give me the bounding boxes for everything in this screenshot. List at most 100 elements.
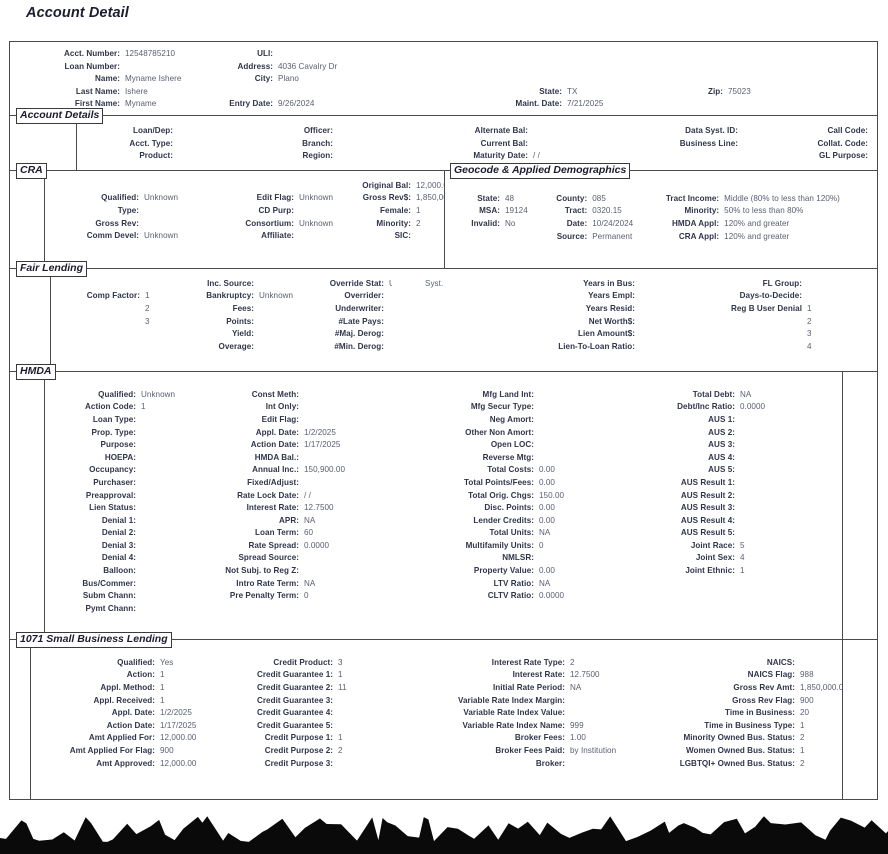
section-account-header: Acct. Number: 12548785210 Loan Number: Name… bbox=[10, 42, 877, 115]
field-row: Denial 1: bbox=[44, 515, 194, 528]
field-label: Joint Sex: bbox=[695, 553, 735, 563]
field-label bbox=[392, 316, 420, 329]
field-row: Maturity Date: / / bbox=[413, 150, 598, 163]
field-row: Comm Devel: Unknown bbox=[44, 230, 204, 243]
field-value bbox=[735, 439, 792, 452]
field-row: Last Name: Ishere bbox=[10, 86, 225, 99]
field-value bbox=[534, 452, 617, 465]
field-label: Denial 3: bbox=[101, 540, 136, 550]
field-row: Address: 4036 Cavalry Dr bbox=[225, 61, 440, 74]
field-value bbox=[333, 707, 415, 720]
field-row: HMDA Appl: 120% and greater bbox=[649, 218, 877, 231]
field-label bbox=[665, 61, 723, 74]
field-label: Total Points/Fees: bbox=[463, 477, 534, 487]
field-value: 1/17/2025 bbox=[160, 720, 197, 730]
field-row: Women Owned Bus. Status: 1 bbox=[645, 745, 842, 758]
field-value: NA bbox=[570, 682, 582, 692]
field-label: #Maj. Derog: bbox=[334, 329, 384, 339]
field-row: Tract: 0320.15 bbox=[535, 205, 649, 218]
field-label: Total Costs: bbox=[487, 465, 534, 475]
field-row bbox=[665, 73, 877, 86]
field-label: Credit Guarantee 1: bbox=[256, 670, 333, 680]
field-label: AUS 5: bbox=[708, 465, 735, 475]
field-row: AUS 5: bbox=[617, 464, 792, 477]
hmda-column-3: Mfg Land Int: Mfg Secur Type: Neg Amort: Ot… bbox=[422, 389, 617, 616]
field-row: GL Purpose: bbox=[768, 150, 877, 163]
field-value: 12.7500 bbox=[570, 670, 600, 680]
field-value bbox=[136, 578, 194, 591]
legend-account-details: Account Details bbox=[16, 108, 104, 125]
field-value: No bbox=[505, 218, 516, 228]
field-label: Edit Flag: bbox=[256, 193, 294, 203]
field-label: Action Date: bbox=[250, 440, 299, 450]
section-account-details: Account Details Loan/Dep: Acct. Type: Prod… bbox=[10, 108, 877, 170]
field-row bbox=[598, 150, 768, 163]
field-row bbox=[204, 180, 339, 193]
field-row: Collat. Code: bbox=[768, 138, 877, 151]
field-row: Inc. Source: bbox=[180, 278, 302, 291]
field-row: Amt Applied For Flag: 900 bbox=[30, 745, 215, 758]
field-row: Qualified: Unknown bbox=[44, 389, 194, 402]
field-value: Unknown bbox=[259, 291, 294, 301]
field-row: Reverse Mtg: bbox=[422, 452, 617, 465]
field-row: Amt Applied For: 12,000.00 bbox=[30, 732, 215, 745]
field-label: Current Bal: bbox=[480, 138, 528, 148]
field-label: State: bbox=[539, 86, 562, 96]
field-value: 19124 bbox=[505, 206, 528, 216]
field-value bbox=[173, 150, 243, 163]
field-row: Occupancy: bbox=[44, 464, 194, 477]
field-row: Joint Ethnic: 1 bbox=[617, 565, 792, 578]
field-label: Tract: bbox=[564, 206, 588, 216]
field-label bbox=[50, 278, 140, 291]
fair-lending-column-1: Comp Factor: 1 2 3 bbox=[50, 278, 180, 354]
field-label: AUS Result 1: bbox=[680, 477, 735, 487]
field-row: Invalid: No bbox=[452, 218, 535, 231]
field-value bbox=[136, 477, 194, 490]
sbl-column-2: Credit Product: 3 Credit Guarantee 1: 1 Cred… bbox=[215, 657, 415, 770]
field-value bbox=[735, 414, 792, 427]
account-details-column-1: Loan/Dep: Acct. Type: Product: bbox=[76, 125, 243, 163]
field-row: NMLSR: bbox=[422, 552, 617, 565]
field-value: 2 bbox=[800, 733, 805, 743]
field-value: Unknown bbox=[144, 231, 179, 241]
field-label: Comp Factor: bbox=[86, 291, 140, 301]
field-label: SIC: bbox=[394, 231, 411, 241]
field-value: 75023 bbox=[728, 86, 751, 96]
field-row: Years Empl: bbox=[527, 290, 687, 303]
field-row: Female: 1 bbox=[339, 205, 444, 218]
header-column-4: Zip: 75023 bbox=[665, 48, 877, 111]
field-row: Call Code: bbox=[768, 125, 877, 138]
field-row: Not Subj. to Reg Z: bbox=[194, 565, 422, 578]
field-row: Original Bal: 12,000.00 bbox=[339, 180, 444, 193]
field-label: Qualified: bbox=[101, 193, 139, 203]
field-label: Qualified: bbox=[98, 389, 136, 399]
field-value: 7/21/2025 bbox=[567, 99, 604, 109]
field-row: Override Stat: User bbox=[302, 278, 392, 291]
field-label: Consortium: bbox=[245, 218, 294, 228]
field-label: Reg B User Denial bbox=[730, 303, 802, 313]
field-label: #Late Pays: bbox=[338, 316, 384, 326]
field-label: HMDA Bal.: bbox=[254, 452, 299, 462]
field-label: Call Code: bbox=[827, 125, 868, 135]
field-label bbox=[440, 73, 562, 86]
field-row bbox=[44, 180, 204, 193]
field-label: Lender Credits: bbox=[473, 515, 534, 525]
field-row: AUS 1: bbox=[617, 414, 792, 427]
field-row: Disc. Points: 0.00 bbox=[422, 502, 617, 515]
field-value bbox=[140, 341, 180, 354]
field-value bbox=[299, 401, 422, 414]
field-label: Credit Product: bbox=[273, 657, 333, 667]
field-label bbox=[50, 303, 140, 316]
field-label: Appl. Method: bbox=[100, 682, 155, 692]
field-value: 0320.15 bbox=[592, 206, 622, 216]
field-value bbox=[384, 328, 392, 341]
field-label: Gross Rev Amt: bbox=[733, 682, 795, 692]
field-row: Reg B User Denial 1 bbox=[687, 303, 837, 316]
field-row: 2 bbox=[50, 303, 180, 316]
field-label: Alternate Bal: bbox=[474, 125, 528, 135]
field-value: 48 bbox=[505, 193, 515, 203]
field-row: Name: Myname Ishere bbox=[10, 73, 225, 86]
field-value bbox=[333, 720, 415, 733]
field-value bbox=[136, 540, 194, 553]
field-row: Annual Inc.: 150,900.00 bbox=[194, 464, 422, 477]
